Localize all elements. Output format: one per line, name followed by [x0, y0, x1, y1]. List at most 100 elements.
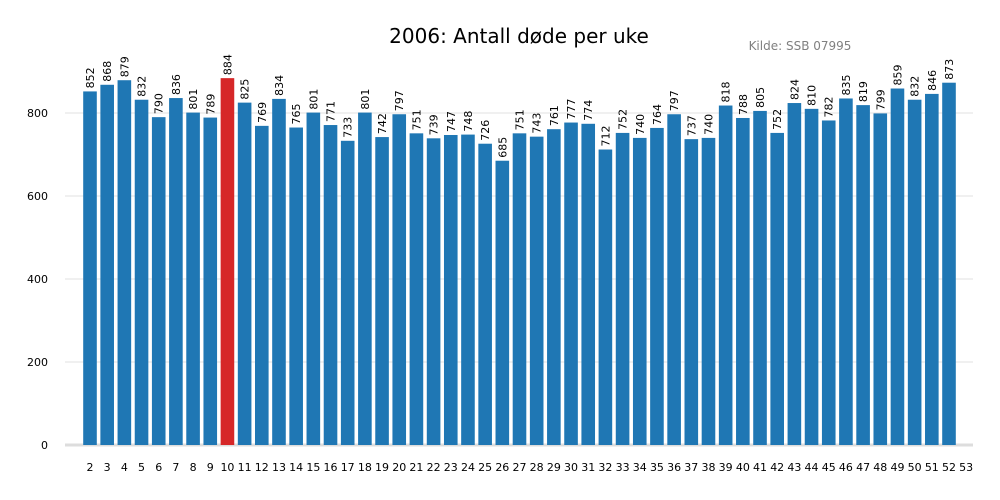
bar	[787, 103, 802, 445]
data-label: 743	[531, 113, 544, 134]
bar	[272, 98, 286, 445]
x-tick-label: 50	[908, 461, 922, 474]
bar	[615, 132, 630, 446]
x-tick-label: 49	[890, 461, 904, 474]
bar	[684, 139, 699, 445]
data-label: 832	[136, 76, 149, 97]
data-label: 824	[788, 79, 801, 100]
bar	[529, 136, 544, 445]
data-label: 733	[342, 117, 355, 138]
x-tick-label: 39	[719, 461, 733, 474]
data-label: 739	[428, 114, 441, 135]
x-tick-label: 24	[461, 461, 475, 474]
bar	[375, 137, 389, 445]
data-label: 752	[617, 109, 630, 130]
x-tick-label: 13	[272, 461, 286, 474]
bar	[306, 112, 321, 446]
x-tick-label: 23	[444, 461, 458, 474]
x-tick-label: 43	[787, 461, 801, 474]
data-label: 835	[840, 74, 853, 95]
bar	[512, 133, 527, 445]
source-note: Kilde: SSB 07995	[749, 39, 852, 53]
bar	[856, 105, 870, 446]
bar	[804, 108, 819, 445]
bar	[289, 127, 303, 446]
x-tick-label: 45	[822, 461, 836, 474]
x-tick-label: 52	[942, 461, 956, 474]
x-tick-label: 21	[409, 461, 423, 474]
x-tick-label: 19	[375, 461, 389, 474]
x-tick-label: 25	[478, 461, 492, 474]
bar	[581, 123, 596, 445]
bar	[701, 137, 716, 445]
y-tick-label: 200	[27, 356, 48, 369]
data-label: 884	[221, 54, 234, 75]
x-tick-label: 20	[392, 461, 406, 474]
x-tick-label: 46	[839, 461, 853, 474]
data-label: 797	[393, 90, 406, 111]
y-tick-label: 400	[27, 273, 48, 286]
data-label: 801	[187, 89, 200, 110]
x-tick-label: 3	[104, 461, 111, 474]
data-label: 868	[101, 61, 114, 82]
data-label: 797	[668, 90, 681, 111]
bar	[255, 125, 269, 446]
bar	[839, 98, 853, 445]
x-tick-label: 22	[427, 461, 441, 474]
bar	[409, 133, 424, 445]
data-label: 752	[771, 109, 784, 130]
bar	[495, 160, 510, 445]
x-tick-label: 7	[172, 461, 179, 474]
bar	[890, 88, 905, 445]
data-label: 740	[634, 114, 647, 135]
data-label: 818	[720, 82, 733, 103]
data-label: 737	[685, 115, 698, 136]
data-label: 859	[891, 65, 904, 86]
bar	[564, 122, 578, 446]
x-tick-label: 4	[121, 461, 128, 474]
x-tick-label: 29	[547, 461, 561, 474]
bar	[237, 102, 252, 445]
bar	[134, 99, 149, 445]
chart-title: 2006: Antall døde per uke	[389, 24, 649, 48]
data-label: 747	[445, 111, 458, 132]
x-tick-label: 44	[805, 461, 819, 474]
x-tick-label: 36	[667, 461, 681, 474]
bar	[478, 143, 492, 445]
bar	[736, 117, 750, 445]
bar	[547, 129, 561, 445]
bar	[203, 117, 218, 445]
data-label: 764	[651, 104, 664, 125]
x-tick-label: 33	[616, 461, 630, 474]
bar	[942, 82, 956, 445]
bar	[718, 105, 733, 445]
x-tick-label: 53	[959, 461, 973, 474]
data-label: 852	[84, 67, 97, 88]
x-tick-label: 37	[684, 461, 698, 474]
bar	[753, 110, 767, 446]
x-tick-label: 18	[358, 461, 372, 474]
data-label: 742	[376, 113, 389, 134]
data-label: 761	[548, 105, 561, 126]
bar	[461, 134, 475, 445]
y-tick-label: 0	[41, 439, 48, 452]
bar	[925, 93, 939, 445]
data-label: 712	[599, 126, 612, 147]
data-label: 799	[874, 89, 887, 110]
data-label: 771	[325, 101, 338, 122]
x-tick-label: 35	[650, 461, 664, 474]
data-label: 751	[514, 109, 527, 130]
x-tick-label: 14	[289, 461, 303, 474]
bar	[873, 113, 888, 445]
data-label: 810	[806, 85, 819, 106]
data-label: 789	[204, 94, 217, 115]
x-tick-label: 27	[513, 461, 527, 474]
data-label: 834	[273, 75, 286, 96]
bar	[821, 120, 836, 445]
bar	[340, 140, 355, 445]
data-label: 819	[857, 81, 870, 102]
x-tick-label: 32	[598, 461, 612, 474]
x-tick-label: 38	[701, 461, 715, 474]
bar	[392, 114, 407, 446]
